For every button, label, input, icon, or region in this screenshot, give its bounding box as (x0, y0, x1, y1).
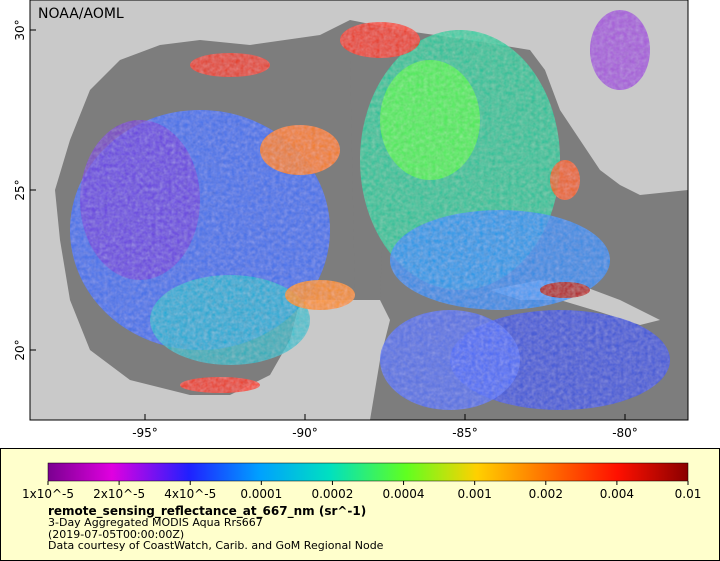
lon-tick-label: -95° (132, 426, 158, 440)
land-mexico (30, 190, 390, 420)
axis-ticks: 30° 25° 20° -95° -90° -85° -80° (13, 19, 638, 440)
colorbar-label: 2x10^-5 (93, 487, 145, 501)
map-area (30, 0, 688, 420)
dataset-name: 3-Day Aggregated MODIS Aqua Rrs667 (48, 516, 263, 529)
colorbar-label: 0.0001 (240, 487, 282, 501)
colorbar-label: 0.004 (600, 487, 634, 501)
map-frame (29, 0, 689, 421)
lat-tick-label: 20° (13, 339, 27, 360)
variable-name: remote_sensing_reflectance_at_667_nm (sr… (48, 504, 366, 519)
lat-tick-label: 25° (13, 179, 27, 200)
data-swaths (70, 10, 670, 410)
colorbar-ticks: 1x10^-5 2x10^-5 4x10^-5 0.0001 0.0002 0.0004 0… (22, 481, 701, 501)
credit: Data courtesy of CoastWatch, Carib. and … (48, 539, 384, 552)
colorbar-label: 4x10^-5 (164, 487, 216, 501)
agency-label: NOAA/AOML (38, 6, 124, 22)
colorbar-label: 1x10^-5 (22, 487, 74, 501)
colorbar-label: 0.001 (457, 487, 491, 501)
colorbar (47, 462, 689, 482)
colorbar-label: 0.0004 (383, 487, 425, 501)
time-stamp: (2019-07-05T00:00:00Z) (48, 528, 184, 541)
lon-tick-label: -85° (452, 426, 478, 440)
lon-tick-label: -80° (612, 426, 638, 440)
colorbar-label: 0.002 (529, 487, 563, 501)
lon-tick-label: -90° (292, 426, 318, 440)
land-north (30, 0, 688, 195)
colorbar-label: 0.0002 (311, 487, 353, 501)
colorbar-label: 0.01 (675, 487, 702, 501)
lat-tick-label: 30° (13, 19, 27, 40)
